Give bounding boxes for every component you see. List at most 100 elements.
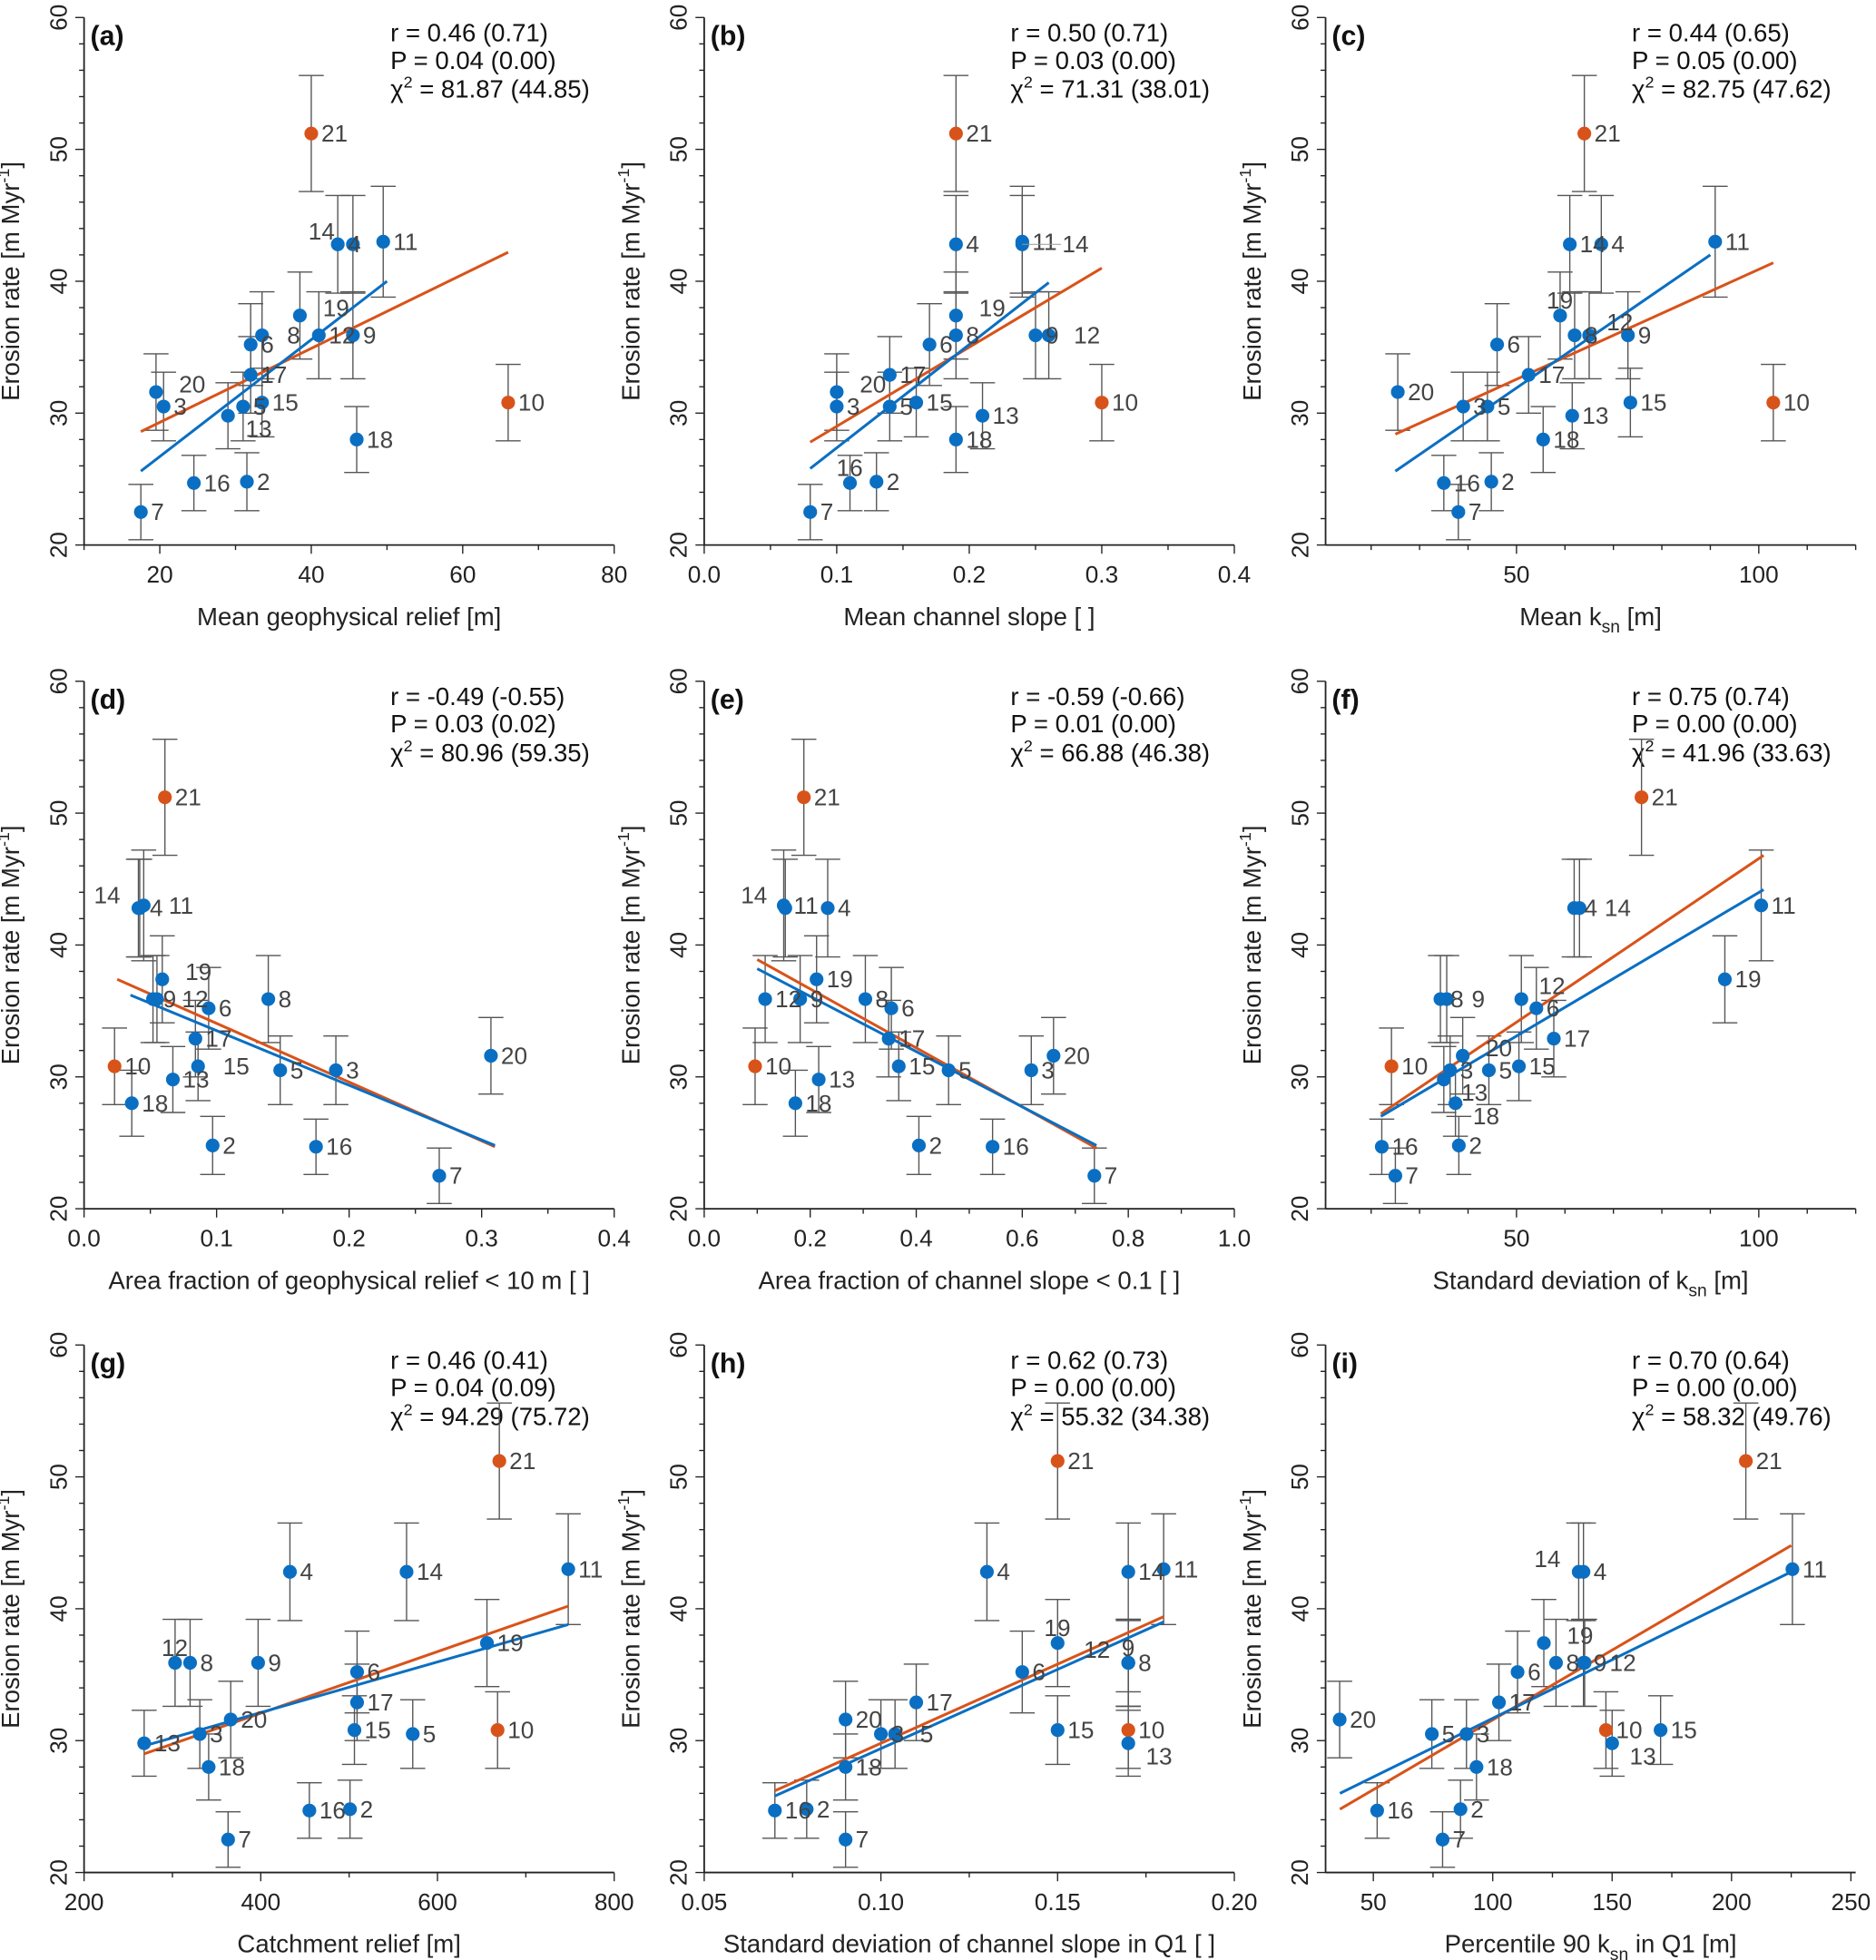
y-tick-label: 40	[1286, 268, 1313, 294]
data-point-label: 14	[1580, 230, 1606, 258]
data-point	[1370, 1803, 1384, 1818]
data-point-highlighted	[1121, 1723, 1135, 1738]
stat-r: r = -0.49 (-0.55)	[390, 682, 565, 710]
data-point-label: 2	[1470, 1796, 1484, 1823]
data-point	[839, 1712, 853, 1727]
data-point	[1480, 399, 1495, 414]
x-tick-label: 0.1	[820, 561, 853, 588]
data-point	[255, 328, 270, 343]
data-point-highlighted	[1384, 1059, 1399, 1073]
y-tick-label: 50	[665, 800, 692, 827]
data-point	[250, 1655, 265, 1671]
data-point-label: 16	[1454, 469, 1480, 496]
data-point	[858, 992, 873, 1006]
stat-chi2-value: = 66.88 (46.38)	[1033, 739, 1210, 767]
data-point	[909, 1695, 924, 1710]
data-point	[1511, 1059, 1527, 1073]
data-point-label: 17	[1509, 1689, 1536, 1716]
data-point	[406, 1727, 420, 1741]
y-tick-label: 30	[1286, 1063, 1313, 1090]
data-point-label: 21	[509, 1447, 535, 1475]
data-point-label: 19	[1044, 1614, 1070, 1642]
x-axis-label-text: Catchment relief [m]	[237, 1930, 460, 1958]
panel-e: 20 30 40 50 60 0.0 0.2 0.4 0.6 0.8 1.0 Area fractio…	[614, 668, 1251, 1294]
x-tick-label: 0.2	[794, 1224, 827, 1251]
y-axis-label-superscript: -1	[614, 169, 633, 183]
y-axis-label-text: Erosion rate [m Myr	[616, 183, 644, 401]
stat-chi2-superscript: 2	[1024, 1400, 1033, 1418]
data-point-label: 20	[859, 371, 886, 398]
y-axis-label: Erosion rate [m Myr-1]	[614, 162, 644, 401]
stat-chi2-symbol: χ	[1632, 74, 1645, 103]
data-point-label: 20	[1408, 378, 1434, 406]
stat-p: P = 0.04 (0.09)	[390, 1374, 555, 1402]
data-point	[1553, 309, 1567, 323]
data-point-label: 8	[1138, 1649, 1152, 1676]
data-point	[1046, 1048, 1061, 1063]
data-point-label: 19	[185, 958, 211, 985]
data-point-label: 12	[775, 985, 801, 1013]
data-point	[1529, 1001, 1544, 1015]
data-point-label: 13	[1461, 1079, 1488, 1106]
data-point-label: 20	[1064, 1042, 1090, 1069]
stat-chi2: χ2 = 55.32 (34.38)	[1010, 1400, 1210, 1430]
fit-line-orange	[774, 1615, 1164, 1792]
data-point-label: 14	[417, 1558, 443, 1585]
y-tick-label: 30	[1286, 400, 1313, 426]
data-point	[1425, 1727, 1439, 1741]
y-tick-label: 30	[1286, 1728, 1313, 1754]
y-axis-label-text: Erosion rate [m Myr	[616, 1511, 644, 1729]
data-point	[839, 1759, 853, 1774]
data-point-label: 9	[268, 1649, 281, 1676]
data-point-label: 15	[272, 389, 299, 416]
stat-chi2: χ2 = 41.96 (33.63)	[1632, 737, 1832, 767]
data-point-label: 9	[1472, 985, 1486, 1013]
data-point-label: 5	[1498, 1056, 1512, 1083]
data-point-highlighted	[948, 126, 963, 141]
data-point-label: 21	[175, 784, 201, 811]
data-point	[1484, 475, 1498, 489]
data-point-label: 12	[1539, 973, 1566, 1000]
y-tick-label: 20	[44, 1196, 72, 1222]
stat-chi2-symbol: χ	[390, 739, 404, 767]
y-tick-label: 30	[665, 1063, 692, 1090]
y-axis-label: Erosion rate [m Myr-1]	[1236, 162, 1266, 401]
stat-r: r = 0.75 (0.74)	[1632, 682, 1790, 710]
y-tick-label: 40	[665, 932, 692, 958]
stat-chi2-superscript: 2	[1024, 73, 1033, 91]
x-axis-label-text: Area fraction of geophysical relief < 10…	[108, 1266, 590, 1294]
data-point	[156, 399, 171, 414]
panel-c: 20 30 40 50 60 50 100 Mean ksn [m] Erosion rate …	[1236, 5, 1857, 637]
x-axis-label-text: Mean channel slope [ ]	[843, 603, 1095, 631]
panel-label: (f)	[1331, 685, 1359, 715]
data-point-label: 21	[814, 784, 840, 811]
data-point-label: 10	[1112, 389, 1138, 416]
data-point	[1594, 237, 1608, 251]
data-point-highlighted	[748, 1059, 762, 1073]
fit-line-orange	[1380, 854, 1765, 1115]
stat-chi2-value: = 80.96 (59.35)	[413, 739, 590, 767]
data-point-label: 18	[1553, 426, 1579, 453]
data-point-label: 10	[1783, 389, 1810, 416]
data-point	[1469, 1759, 1484, 1774]
data-point-label: 12	[1606, 309, 1633, 336]
data-point	[1456, 1048, 1470, 1063]
y-tick-label: 50	[44, 136, 72, 162]
data-point-label: 16	[1003, 1133, 1029, 1161]
stat-chi2: χ2 = 58.32 (49.76)	[1632, 1400, 1832, 1430]
data-point-label: 2	[928, 1132, 942, 1159]
x-tick-label: 0.4	[899, 1224, 932, 1251]
data-point-label: 2	[360, 1796, 374, 1823]
data-point	[1435, 1832, 1450, 1847]
data-point	[948, 237, 963, 251]
data-point-label: 16	[1391, 1133, 1418, 1161]
stat-chi2-superscript: 2	[404, 73, 413, 91]
data-point	[869, 475, 884, 489]
x-axis-label-text: Standard deviation of k	[1433, 1266, 1689, 1294]
data-point-label: 15	[927, 389, 953, 416]
stat-chi2-value: = 82.75 (47.62)	[1654, 74, 1831, 103]
data-point-label: 3	[346, 1056, 359, 1083]
data-point-label: 4	[1611, 230, 1625, 258]
stat-chi2-superscript: 2	[1024, 737, 1033, 755]
x-tick-label: 0.2	[332, 1224, 365, 1251]
